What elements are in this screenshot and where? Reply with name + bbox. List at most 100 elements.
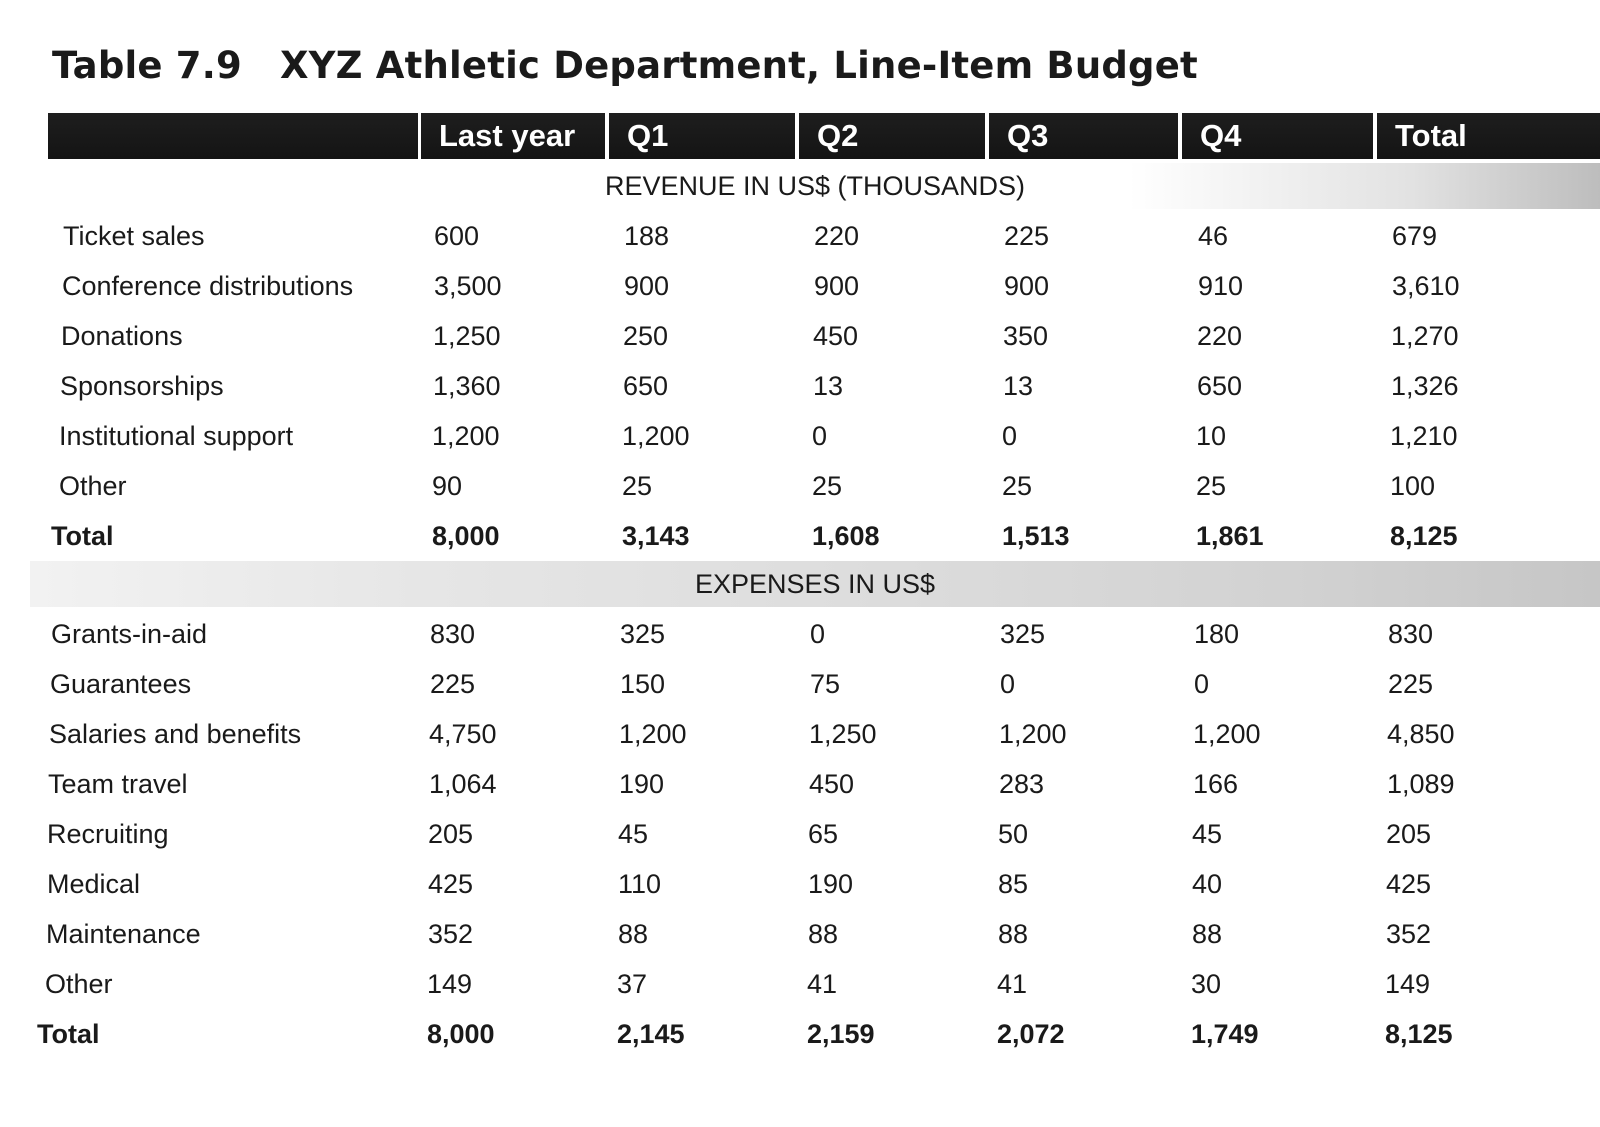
cell-q1: 1,200 [622, 421, 690, 451]
cell-q1: 37 [617, 969, 648, 999]
cell-q2: 190 [808, 869, 854, 899]
table-row: Maintenance 352 88 88 88 88 352 [0, 910, 1600, 958]
table-row: Sponsorships 1,360 650 13 13 650 1,326 [0, 362, 1600, 410]
column-header-q2: Q2 [799, 113, 985, 159]
table-row: Guarantees 225 150 75 0 0 225 [0, 660, 1600, 708]
table-row: Medical 425 110 190 85 40 425 [0, 860, 1600, 908]
cell-last-year: 1,064 [429, 769, 497, 799]
cell-q2: 450 [813, 321, 859, 351]
cell-q3: 0 [1002, 421, 1018, 451]
cell-q4: 650 [1197, 371, 1243, 401]
row-label: Institutional support [59, 421, 294, 451]
cell-total: 8,125 [1385, 1019, 1453, 1049]
cell-q1: 190 [619, 769, 665, 799]
cell-q3: 2,072 [997, 1019, 1065, 1049]
cell-total: 830 [1388, 619, 1434, 649]
row-label: Maintenance [46, 919, 201, 949]
cell-total: 1,089 [1387, 769, 1455, 799]
row-label: Medical [47, 869, 141, 899]
total-row: Total 8,000 3,143 1,608 1,513 1,861 8,125 [0, 512, 1600, 560]
cell-last-year: 600 [434, 221, 480, 251]
table-row: Other 90 25 25 25 25 100 [0, 462, 1600, 510]
cell-q4: 220 [1197, 321, 1243, 351]
row-label: Conference distributions [62, 271, 354, 301]
row-label: Team travel [48, 769, 188, 799]
cell-total: 3,610 [1392, 271, 1460, 301]
cell-last-year: 149 [427, 969, 473, 999]
section-heading-revenue: REVENUE IN US$ (THOUSANDS) [30, 163, 1600, 209]
row-label: Ticket sales [63, 221, 205, 251]
cell-q2: 1,250 [809, 719, 877, 749]
cell-q1: 3,143 [622, 521, 690, 551]
cell-last-year: 1,250 [433, 321, 501, 351]
column-header-q3: Q3 [989, 113, 1178, 159]
cell-q3: 1,200 [999, 719, 1067, 749]
cell-q3: 225 [1004, 221, 1050, 251]
column-header-blank [48, 113, 418, 159]
row-label: Recruiting [47, 819, 169, 849]
cell-total: 100 [1390, 471, 1436, 501]
cell-last-year: 425 [428, 869, 474, 899]
cell-q3: 283 [999, 769, 1045, 799]
cell-q3: 350 [1003, 321, 1049, 351]
cell-q1: 25 [622, 471, 653, 501]
row-label: Total [51, 521, 114, 551]
cell-q1: 2,145 [617, 1019, 685, 1049]
cell-q2: 65 [808, 819, 839, 849]
column-header-q4: Q4 [1182, 113, 1373, 159]
table-row: Recruiting 205 45 65 50 45 205 [0, 810, 1600, 858]
table-row: Salaries and benefits 4,750 1,200 1,250 1,20… [0, 710, 1600, 758]
row-label: Donations [61, 321, 183, 351]
cell-q3: 13 [1003, 371, 1034, 401]
cell-last-year: 225 [430, 669, 476, 699]
cell-q3: 1,513 [1002, 521, 1070, 551]
cell-q3: 50 [998, 819, 1029, 849]
cell-q1: 250 [623, 321, 669, 351]
cell-total: 205 [1386, 819, 1432, 849]
column-header-last-year: Last year [421, 113, 605, 159]
table-number: Table 7.9 [52, 44, 242, 87]
cell-q2: 450 [809, 769, 855, 799]
table-row: Donations 1,250 250 450 350 220 1,270 [0, 312, 1600, 360]
cell-last-year: 830 [430, 619, 476, 649]
cell-total: 1,270 [1391, 321, 1459, 351]
cell-q4: 180 [1194, 619, 1240, 649]
cell-total: 1,326 [1391, 371, 1459, 401]
cell-q2: 75 [810, 669, 841, 699]
cell-q2: 1,608 [812, 521, 880, 551]
cell-q1: 88 [618, 919, 649, 949]
cell-total: 425 [1386, 869, 1432, 899]
cell-q2: 0 [812, 421, 828, 451]
table-row: Grants-in-aid 830 325 0 325 180 830 [0, 610, 1600, 658]
cell-last-year: 205 [428, 819, 474, 849]
cell-q2: 2,159 [807, 1019, 875, 1049]
row-label: Total [37, 1019, 100, 1049]
cell-q4: 910 [1198, 271, 1244, 301]
cell-q3: 85 [998, 869, 1029, 899]
cell-q3: 41 [997, 969, 1028, 999]
cell-q4: 40 [1192, 869, 1223, 899]
cell-q2: 25 [812, 471, 843, 501]
cell-last-year: 90 [432, 471, 463, 501]
cell-q1: 325 [620, 619, 666, 649]
cell-q3: 325 [1000, 619, 1046, 649]
table-caption: XYZ Athletic Department, Line-Item Budge… [279, 44, 1198, 87]
cell-q2: 41 [807, 969, 838, 999]
cell-q4: 88 [1192, 919, 1223, 949]
table-title: Table 7.9 XYZ Athletic Department, Line-I… [52, 44, 1198, 87]
cell-q3: 0 [1000, 669, 1016, 699]
cell-q4: 1,200 [1193, 719, 1261, 749]
cell-total: 149 [1385, 969, 1431, 999]
cell-q4: 45 [1192, 819, 1223, 849]
cell-q1: 45 [618, 819, 649, 849]
column-header-total: Total [1377, 113, 1600, 159]
cell-q2: 0 [810, 619, 826, 649]
cell-total: 8,125 [1390, 521, 1458, 551]
cell-q4: 30 [1191, 969, 1222, 999]
cell-total: 4,850 [1387, 719, 1455, 749]
table-row: Ticket sales 600 188 220 225 46 679 [0, 212, 1600, 260]
cell-q2: 88 [808, 919, 839, 949]
cell-last-year: 1,200 [432, 421, 500, 451]
row-label: Guarantees [50, 669, 192, 699]
cell-q4: 0 [1194, 669, 1210, 699]
